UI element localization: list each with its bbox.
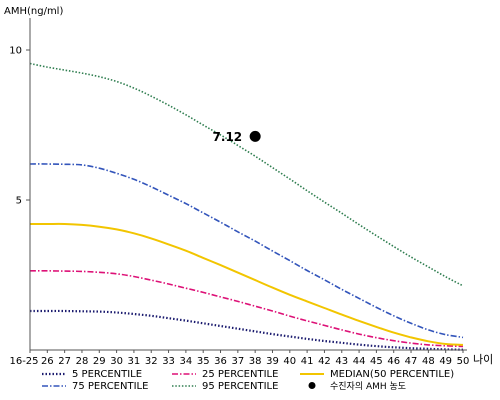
x-tick-label: 37 [231,356,244,367]
legend-label-marker: 수진자의 AMH 농도 [330,381,406,392]
x-tick-label: 32 [145,356,158,367]
series-layer [29,62,464,351]
x-tick-label: 29 [93,356,106,367]
x-tick-label: 40 [283,356,296,367]
axes: 5 10 16-25 26 27 28 29 30 31 32 33 34 35 36 37 38 39 40 41… [9,18,469,367]
legend-label-5-percentile: 5 PERCENTILE [72,369,142,380]
series-line-5-percentile [30,309,464,351]
x-tick-label: 31 [128,356,141,367]
y-tick-label: 10 [9,46,22,57]
x-tick-label: 45 [370,356,383,367]
x-tick-label: 34 [180,356,193,367]
legend-marker-dot [308,382,316,389]
x-tick-label: 49 [439,356,452,367]
x-tick-label: 47 [405,356,418,367]
patient-marker [249,130,261,142]
x-tick-label: 41 [301,356,314,367]
x-tick-label: 44 [353,356,366,367]
x-tick-label: 50 [457,356,470,367]
x-tick-label: 26 [41,356,54,367]
x-tick-label: 28 [76,356,89,367]
legend-label-median-50-percentile: MEDIAN(50 PERCENTILE) [330,369,454,380]
legend: 5 PERCENTILE 25 PERCENTILE MEDIAN(50 PERCE… [42,369,454,392]
x-tick-label: 38 [249,356,262,367]
legend-label-75-percentile: 75 PERCENTILE [72,381,148,392]
x-tick-label: 46 [387,356,400,367]
x-tick-label: 35 [197,356,210,367]
series-line-median-50-percentile [30,222,464,346]
x-axis-title: 나이 [473,353,493,366]
series-line-25-percentile [29,269,464,348]
x-tick-label: 16-25 [9,356,38,367]
x-tick-label: 33 [162,356,175,367]
series-line-75-percentile [29,163,464,339]
legend-label-95-percentile: 95 PERCENTILE [202,381,278,392]
legend-label-25-percentile: 25 PERCENTILE [202,369,278,380]
y-tick-label: 5 [16,196,22,207]
series-line-95-percentile [29,62,464,287]
x-tick-label: 39 [266,356,279,367]
x-tick-label: 43 [335,356,348,367]
x-tick-label: 42 [318,356,331,367]
x-tick-label: 27 [58,356,71,367]
patient-value-label: 7.12 [213,130,243,144]
x-tick-label: 30 [110,356,123,367]
marker-layer: 7.12 [213,130,261,144]
x-tick-label: 36 [214,356,227,367]
x-tick-label: 48 [422,356,435,367]
y-axis-title: AMH(ng/ml) [4,6,63,17]
